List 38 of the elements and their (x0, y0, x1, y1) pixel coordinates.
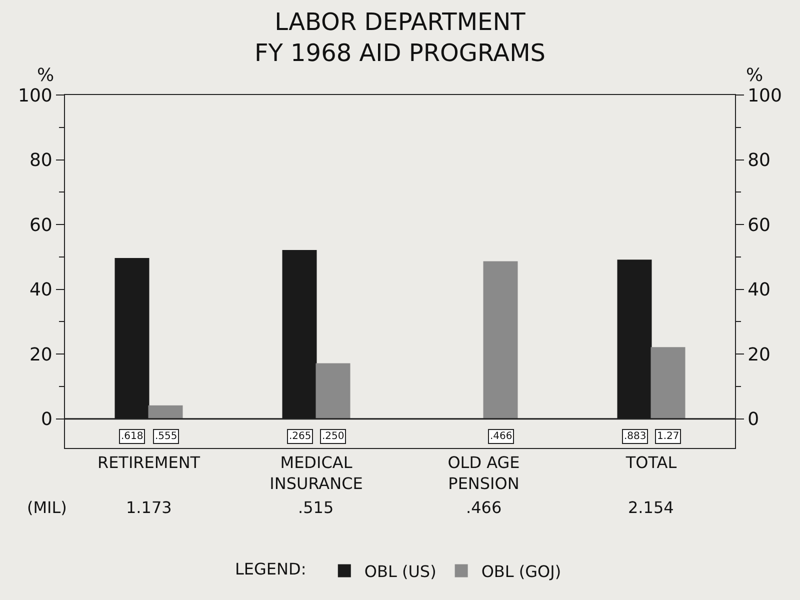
annotation: .466 (490, 431, 512, 442)
annotation: .883 (624, 431, 646, 442)
bar (650, 347, 686, 420)
y2-tick-label: 60 (748, 214, 771, 236)
y-tick-label: 40 (29, 280, 52, 301)
text: 2.154 (628, 498, 674, 517)
text: .466 (466, 498, 502, 517)
y-tick-label: 0 (40, 409, 52, 430)
y2-tick-label: 40 (748, 280, 771, 301)
annotation: .250 (322, 431, 344, 442)
y-tick-label: 60 (29, 214, 52, 236)
bar (483, 261, 518, 420)
x-tick-label: MEDICAL INSURANCE (270, 453, 363, 493)
text: .515 (298, 498, 334, 517)
y2-tick-label: 0 (748, 409, 760, 430)
annotation: .265 (289, 431, 312, 442)
annotation: .555 (155, 431, 178, 442)
legend-label: OBL (US) (364, 562, 436, 582)
annotation: .618 (121, 431, 144, 442)
annotation: 1.27 (657, 431, 680, 442)
y-tick-label: 20 (29, 344, 52, 366)
bar (316, 363, 350, 420)
legend-title: LEGEND: (235, 560, 316, 579)
y-tick-label: 80 (29, 150, 52, 172)
text: 1.173 (126, 498, 172, 517)
y-axis-title: % (37, 65, 54, 86)
y2-tick-label: 100 (748, 85, 782, 106)
text: (MIL) (27, 498, 67, 517)
y-tick-label: 100 (18, 85, 52, 106)
chart-title: LABOR DEPARTMENT FY 1968 AID PROGRAMS (254, 8, 546, 68)
x-tick-label: OLD AGE PENSION (448, 453, 520, 493)
x-tick-label: RETIREMENT (97, 453, 200, 472)
y2-axis-title: % (746, 65, 764, 86)
y2-tick-label: 80 (748, 150, 771, 172)
legend-label: OBL (GOJ) (481, 562, 562, 582)
bar (148, 405, 183, 420)
x-tick-label: TOTAL (624, 453, 677, 472)
y2-tick-label: 20 (748, 344, 771, 366)
